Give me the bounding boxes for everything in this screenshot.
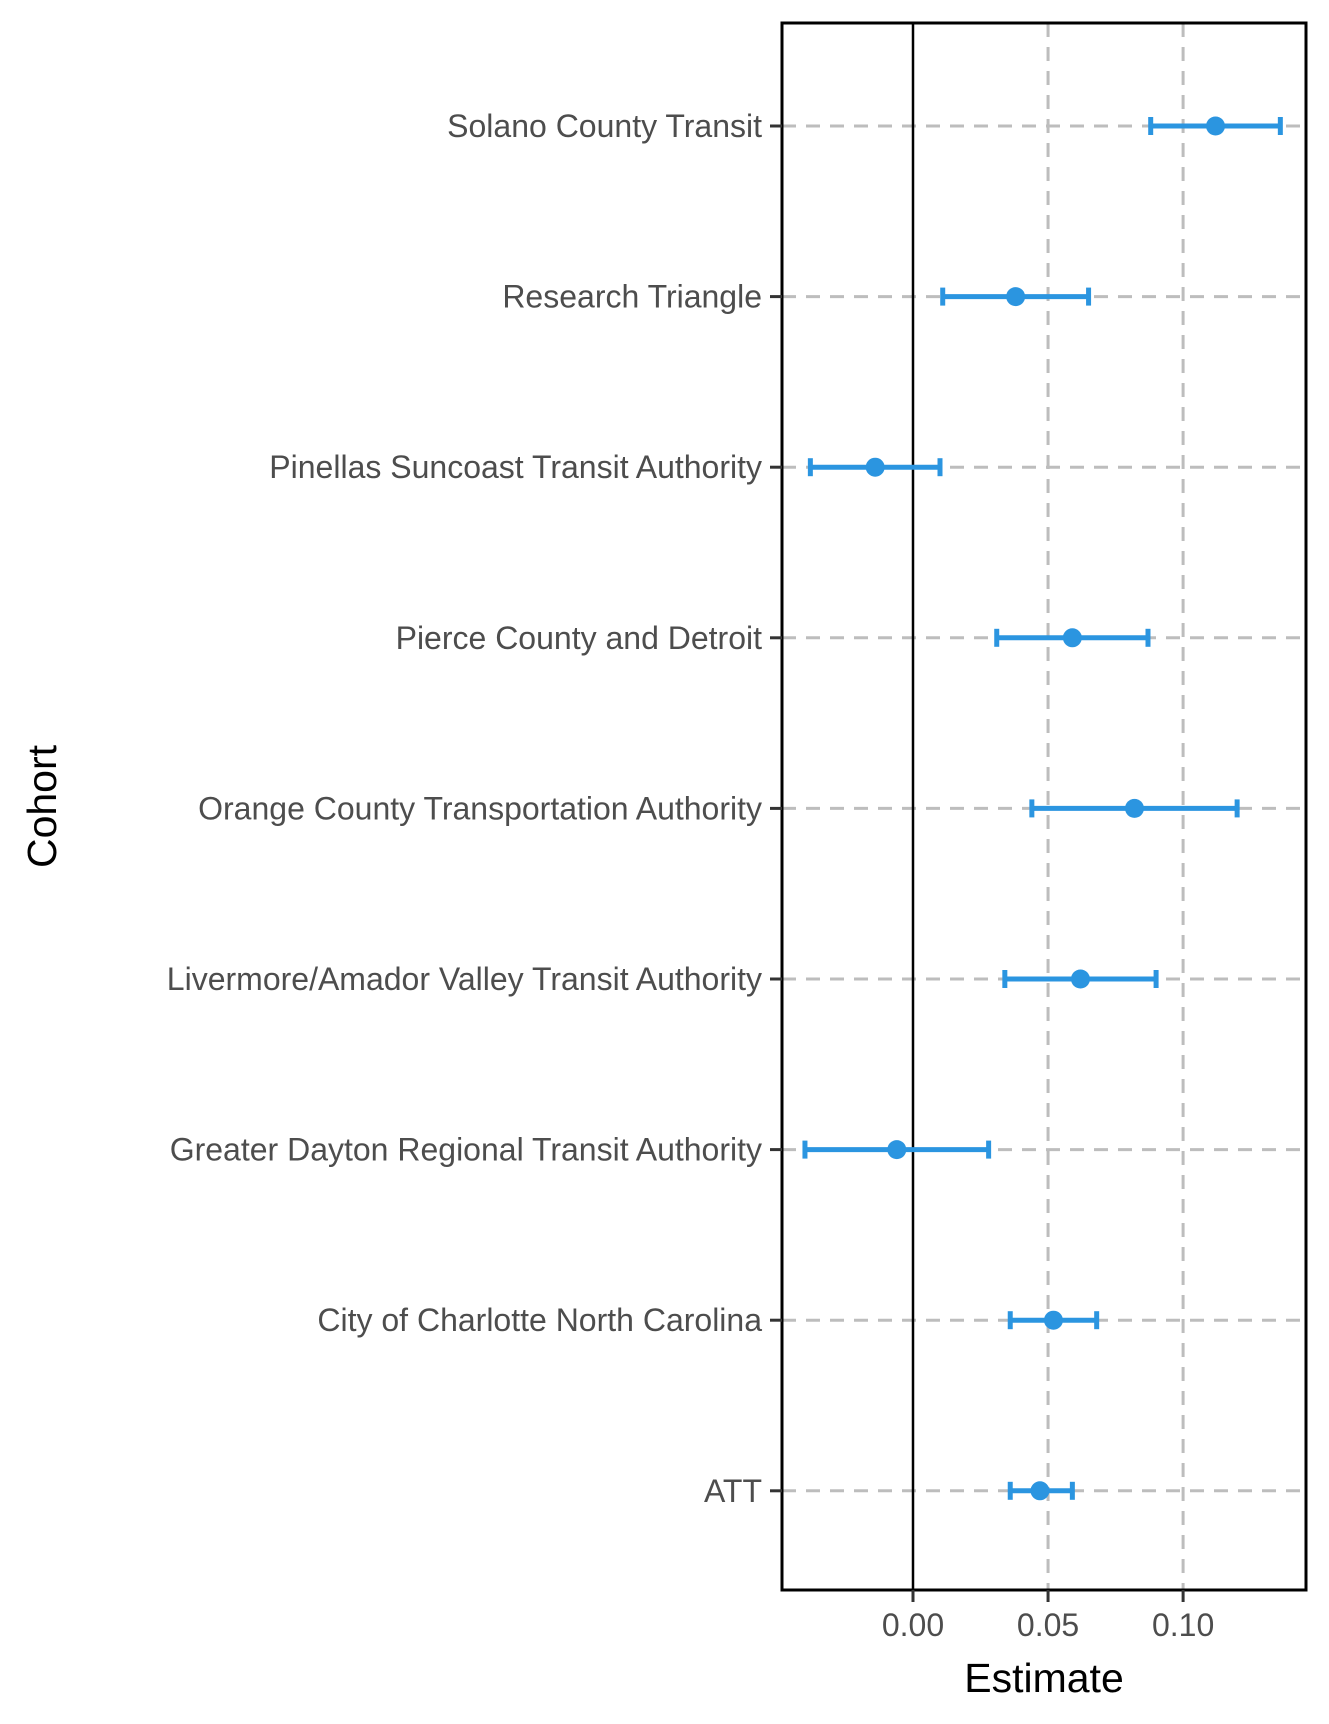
- x-axis-title: Estimate: [964, 1655, 1124, 1701]
- y-axis-title: Cohort: [19, 744, 65, 868]
- y-axis-ticks: Solano County Transit Research Triangle Pi…: [167, 108, 782, 1509]
- estimate-point: [865, 457, 885, 477]
- y-tick-label: Solano County Transit: [447, 108, 762, 144]
- estimate-point: [1070, 969, 1090, 989]
- estimate-point: [1062, 628, 1082, 648]
- plot-panel-border: [780, 21, 1308, 1592]
- estimate-point: [1006, 287, 1026, 307]
- x-tick-label: 0.05: [1017, 1607, 1079, 1643]
- x-tick-label: 0.10: [1152, 1607, 1214, 1643]
- y-tick-label: Greater Dayton Regional Transit Authorit…: [170, 1132, 762, 1168]
- y-tick-label: City of Charlotte North Carolina: [317, 1302, 762, 1338]
- estimate-point: [1043, 1310, 1063, 1330]
- x-axis-ticks: 0.00 0.05 0.10: [882, 1590, 1214, 1643]
- y-tick-label: Pinellas Suncoast Transit Authority: [269, 449, 762, 485]
- x-tick-label: 0.00: [882, 1607, 944, 1643]
- estimate-series: [802, 116, 1283, 1501]
- estimate-point: [1206, 116, 1226, 136]
- estimate-point: [1124, 798, 1144, 818]
- y-tick-label: Livermore/Amador Valley Transit Authorit…: [167, 961, 762, 997]
- y-tick-label: Pierce County and Detroit: [396, 620, 763, 656]
- y-tick-label: ATT: [704, 1473, 762, 1509]
- estimate-point: [887, 1140, 907, 1160]
- estimate-point: [1030, 1481, 1050, 1501]
- y-tick-label: Orange County Transportation Authority: [198, 790, 762, 826]
- y-tick-label: Research Triangle: [502, 279, 762, 315]
